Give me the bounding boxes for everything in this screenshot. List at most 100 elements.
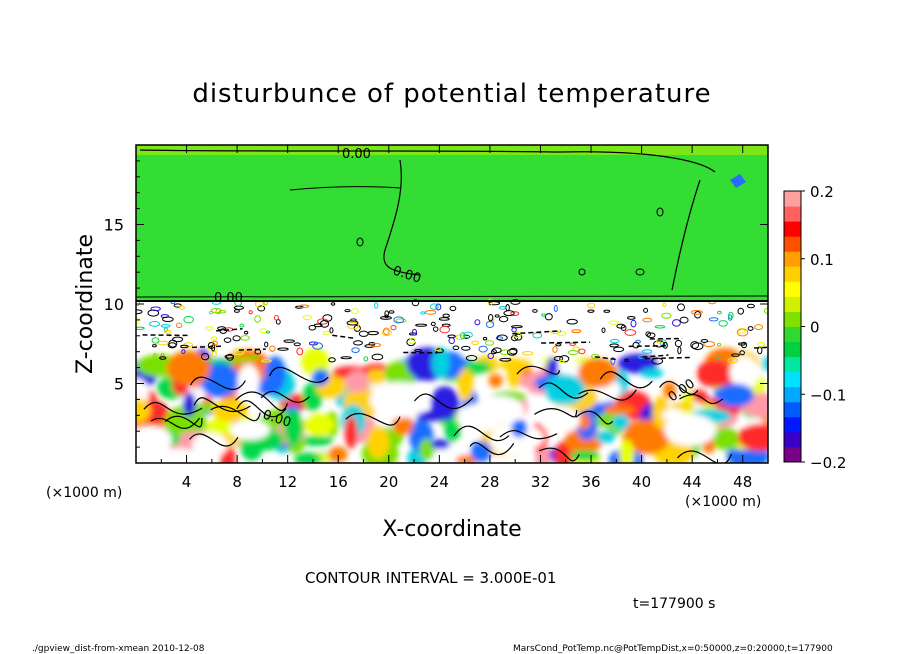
noise-cell <box>218 310 227 314</box>
contour-line <box>469 442 515 456</box>
noise-cell <box>499 357 512 362</box>
noise-cell <box>449 305 457 312</box>
noise-cell <box>728 311 734 320</box>
contour-line <box>260 390 310 403</box>
noise-cell <box>420 311 426 315</box>
noise-cell <box>740 341 748 349</box>
contour-line <box>193 397 251 413</box>
contour-line <box>143 402 203 415</box>
noise-cell <box>727 314 733 321</box>
noise-cell <box>364 344 375 348</box>
contour-line <box>189 433 239 447</box>
noise-cell <box>465 354 478 362</box>
field-blob <box>311 369 330 386</box>
noise-cell <box>737 307 745 315</box>
colorbar-swatch <box>784 446 801 463</box>
x-tick-label: 40 <box>632 473 651 491</box>
noise-cell <box>448 337 455 345</box>
noise-cell <box>587 309 595 313</box>
noise-cell <box>243 330 249 335</box>
noise-cell <box>296 347 304 356</box>
noise-cell <box>201 356 212 363</box>
field-blob <box>619 439 635 463</box>
noise-cell <box>747 326 754 331</box>
noise-cell <box>347 321 360 330</box>
noise-cell <box>147 309 160 317</box>
noise-cell <box>149 320 161 327</box>
noise-cell <box>553 304 558 313</box>
contour-line <box>269 366 329 383</box>
noise-cell <box>511 334 519 342</box>
contour-line <box>656 207 664 217</box>
field-blob <box>136 398 151 423</box>
noise-cell <box>265 330 271 334</box>
noise-cell <box>567 349 579 356</box>
field-blob <box>183 392 196 417</box>
contour-line <box>238 348 266 351</box>
noise-cell <box>373 302 379 309</box>
noise-cell <box>211 340 218 346</box>
noise-cell <box>559 355 570 363</box>
noise-cell <box>152 353 157 361</box>
noise-cell <box>463 331 473 339</box>
contour-label: 0.00 <box>342 147 371 162</box>
field-blob <box>254 378 282 396</box>
x-tick-label: 12 <box>278 473 297 491</box>
noise-cell <box>716 342 722 347</box>
contour-line <box>236 400 287 418</box>
noise-cell <box>522 350 534 356</box>
noise-cell <box>510 299 521 305</box>
noise-cell <box>308 341 319 346</box>
noise-cell <box>313 323 323 328</box>
noise-cell <box>438 317 450 321</box>
noise-cell <box>587 302 596 309</box>
field-blob <box>670 401 696 410</box>
x-tick-label: 32 <box>531 473 550 491</box>
chart-title: disturbunce of potential temperature <box>192 79 711 109</box>
contour-line <box>754 346 768 349</box>
noise-cell <box>482 336 488 341</box>
contour-line <box>659 380 699 395</box>
field-blob <box>283 409 304 446</box>
colorbar-swatch <box>784 401 801 418</box>
noise-cell <box>330 302 336 306</box>
noise-cell <box>556 331 567 337</box>
time-label: t=177900 s <box>633 596 715 612</box>
noise-cell <box>159 356 167 360</box>
footer-left-text: ./gpview_dist-from-xmean 2010-12-08 <box>32 644 205 654</box>
noise-cell <box>319 319 330 328</box>
noise-cell <box>411 328 418 336</box>
colorbar-swatch <box>784 311 801 327</box>
noise-cell <box>414 348 423 353</box>
noise-cell <box>363 356 369 362</box>
noise-cell <box>180 344 189 349</box>
colorbar-swatch <box>784 236 801 252</box>
field-blob <box>470 441 492 463</box>
noise-cell <box>578 348 586 355</box>
noise-cell <box>232 347 245 356</box>
noise-cell <box>503 310 515 317</box>
noise-cell <box>370 342 382 348</box>
noise-cell <box>601 327 606 334</box>
convective-blobs <box>136 347 768 463</box>
noise-cell <box>552 346 558 353</box>
field-blob <box>488 373 503 388</box>
field-blob <box>576 413 591 430</box>
noise-cell <box>461 345 471 351</box>
field-blob <box>303 413 335 436</box>
noise-cell <box>544 313 553 321</box>
noise-cell <box>553 355 564 362</box>
noise-cell <box>700 338 709 343</box>
noise-cell <box>346 320 359 326</box>
colorbar-ticks: 0.2 0.1 0 −0.1 −0.2 <box>801 183 846 472</box>
noise-cell <box>424 309 437 315</box>
noise-cell <box>308 324 317 331</box>
field-blob <box>476 396 524 424</box>
noise-cell <box>495 336 504 340</box>
y-axis-label: Z-coordinate <box>73 234 98 374</box>
noise-cell <box>487 314 494 322</box>
x-axis-label: X-coordinate <box>382 517 521 542</box>
noise-cell <box>223 337 232 343</box>
noise-cell <box>499 306 507 310</box>
